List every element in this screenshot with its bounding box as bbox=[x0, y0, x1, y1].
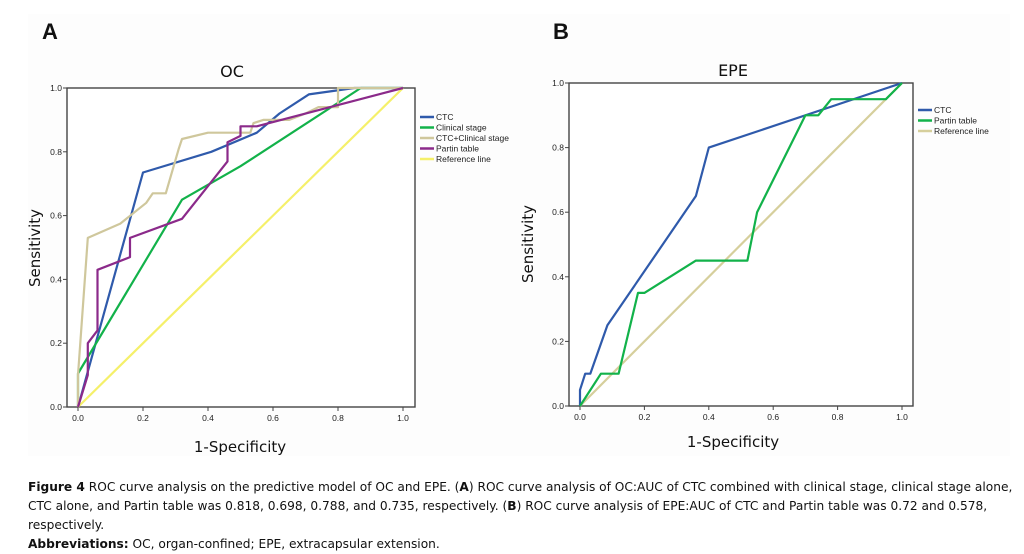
oc-legend-label-reference-line: Reference line bbox=[436, 154, 491, 164]
epe-x-tick-label: 0.4 bbox=[703, 412, 715, 422]
epe-y-axis-label: Sensitivity bbox=[519, 205, 537, 283]
epe-chart-title: EPE bbox=[718, 61, 748, 80]
figure-caption: Figure 4 ROC curve analysis on the predi… bbox=[28, 478, 1013, 554]
epe-x-tick-label: 0.2 bbox=[638, 412, 650, 422]
oc-legend-label-ctc: CTC bbox=[436, 112, 453, 122]
oc-x-axis-label: 1-Specificity bbox=[194, 438, 286, 456]
caption-text-2: ) ROC curve analysis of OC:AUC of CTC co… bbox=[28, 480, 1013, 513]
epe-legend-label-reference-line: Reference line bbox=[934, 126, 989, 136]
oc-legend-label-clinical-stage: Clinical stage bbox=[436, 123, 487, 133]
oc-y-axis-label: Sensitivity bbox=[26, 209, 44, 287]
epe-y-tick-label: 0.4 bbox=[552, 272, 564, 282]
epe-x-tick-label: 0.8 bbox=[832, 412, 844, 422]
oc-x-tick-label: 0.2 bbox=[137, 413, 149, 423]
oc-y-tick-label: 0.6 bbox=[50, 211, 62, 221]
oc-series-reference-line bbox=[77, 87, 404, 408]
oc-y-tick-label: 0.8 bbox=[50, 147, 62, 157]
caption-text-3: ) ROC curve analysis of EPE:AUC of CTC a… bbox=[28, 499, 988, 532]
oc-x-tick-label: 0.6 bbox=[267, 413, 279, 423]
epe-x-tick-label: 1.0 bbox=[896, 412, 908, 422]
oc-y-tick-label: 1.0 bbox=[50, 83, 62, 93]
oc-legend-label-partin-table: Partin table bbox=[436, 144, 479, 154]
epe-y-tick-label: 0.6 bbox=[552, 207, 564, 217]
epe-y-tick-label: 0.2 bbox=[552, 336, 564, 346]
caption-panel-a: A bbox=[459, 480, 469, 494]
oc-y-tick-label: 0.4 bbox=[50, 274, 62, 284]
caption-abbreviations-text: OC, organ-confined; EPE, extracapsular e… bbox=[128, 537, 440, 551]
oc-y-tick-label: 0.2 bbox=[50, 338, 62, 348]
oc-chart-title: OC bbox=[220, 62, 244, 81]
oc-x-tick-label: 1.0 bbox=[397, 413, 409, 423]
oc-series-partin-table bbox=[76, 86, 404, 408]
epe-series-ctc bbox=[578, 81, 903, 406]
epe-x-tick-label: 0.0 bbox=[574, 412, 586, 422]
caption-abbreviations-label: Abbreviations: bbox=[28, 537, 129, 551]
oc-legend-label-ctc-clinical-stage: CTC+Clinical stage bbox=[436, 133, 509, 143]
oc-x-tick-label: 0.8 bbox=[332, 413, 344, 423]
epe-legend-label-partin-table: Partin table bbox=[934, 116, 977, 126]
caption-figure-label: Figure 4 bbox=[28, 480, 85, 494]
panel-label-a: A bbox=[42, 19, 58, 44]
caption-text-1: ROC curve analysis on the predictive mod… bbox=[84, 480, 460, 494]
epe-y-tick-label: 0.0 bbox=[552, 401, 564, 411]
epe-series-partin-table bbox=[579, 82, 903, 407]
epe-x-axis-label: 1-Specificity bbox=[687, 433, 779, 451]
epe-series-reference-line bbox=[579, 82, 903, 407]
caption-panel-b: B bbox=[507, 499, 517, 513]
epe-legend-label-ctc: CTC bbox=[934, 105, 951, 115]
oc-x-tick-label: 0.0 bbox=[72, 413, 84, 423]
epe-y-tick-label: 1.0 bbox=[552, 78, 564, 88]
epe-x-tick-label: 0.6 bbox=[767, 412, 779, 422]
oc-series-ctc-clinical-stage bbox=[76, 86, 403, 407]
panel-label-b: B bbox=[553, 19, 569, 44]
epe-y-tick-label: 0.8 bbox=[552, 143, 564, 153]
oc-x-tick-label: 0.4 bbox=[202, 413, 214, 423]
oc-y-tick-label: 0.0 bbox=[50, 402, 62, 412]
